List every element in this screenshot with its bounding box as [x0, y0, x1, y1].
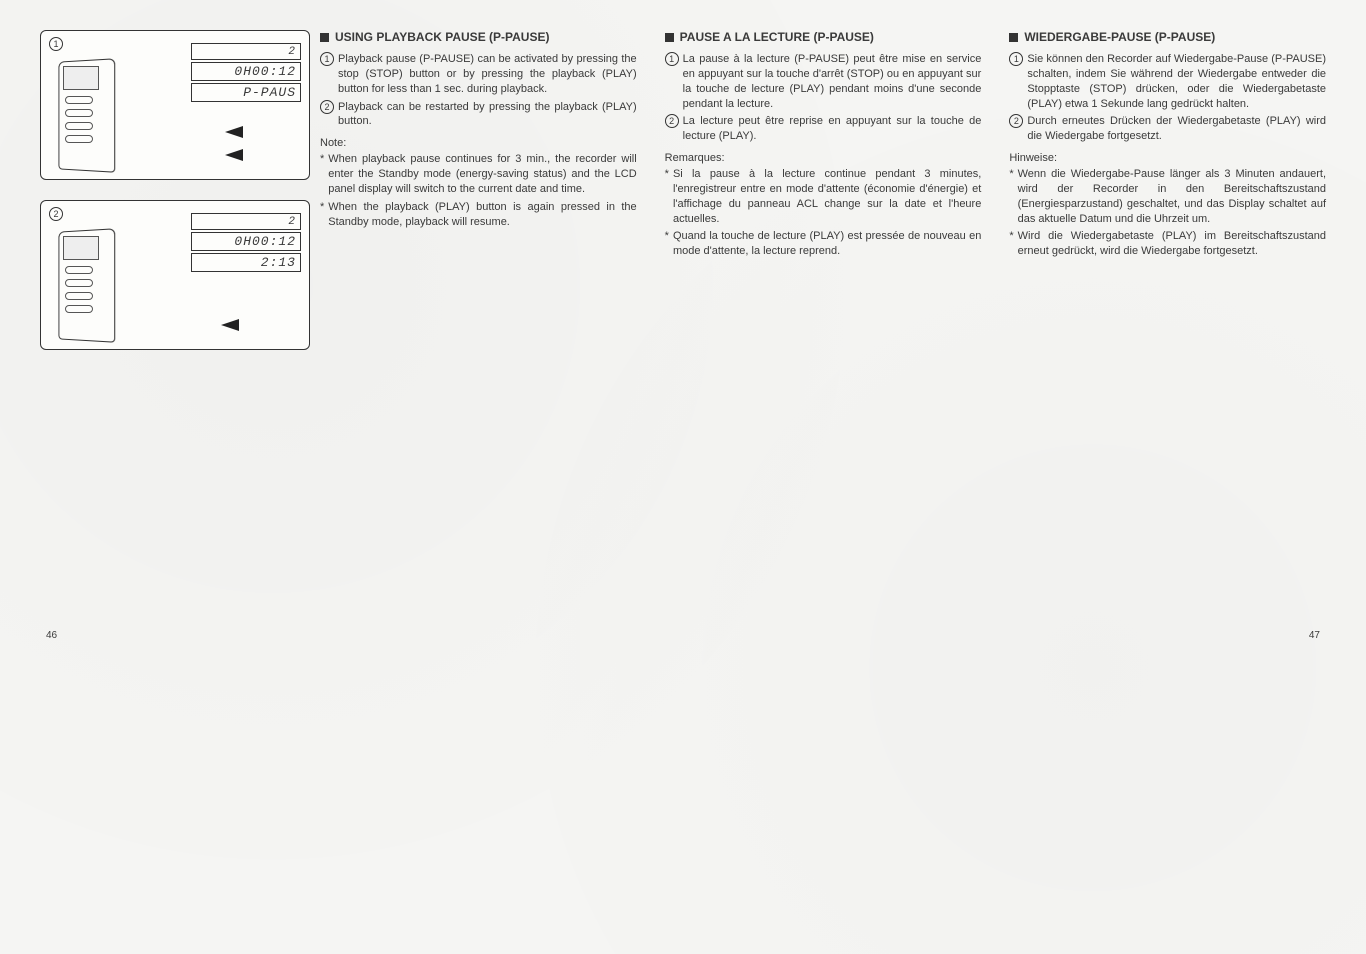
note-text: When playback pause continues for 3 min.… — [328, 152, 636, 197]
section-heading: PAUSE A LA LECTURE (P-PAUSE) — [665, 30, 982, 44]
illustration-number: 1 — [49, 37, 67, 51]
step-list: 1 Playback pause (P-PAUSE) can be activat… — [320, 52, 637, 129]
note-text: Quand la touche de lecture (PLAY) est pr… — [673, 229, 981, 259]
note-item: * Wird die Wiedergabetaste (PLAY) im Bere… — [1009, 229, 1326, 259]
pointer-arrow-icon — [225, 126, 243, 138]
note-marker: * — [1009, 167, 1013, 182]
step-item: 1 Playback pause (P-PAUSE) can be activat… — [320, 52, 637, 97]
step-item: 2 La lecture peut être reprise en appuyan… — [665, 114, 982, 144]
illustration-number: 2 — [49, 207, 67, 221]
column-english: USING PLAYBACK PAUSE (P-PAUSE) 1 Playback… — [320, 30, 637, 370]
notes-list: * When playback pause continues for 3 min… — [320, 152, 637, 229]
lcd-line: P-PAUS — [191, 83, 301, 102]
note-marker: * — [665, 229, 669, 244]
lcd-line: 2 — [191, 43, 301, 60]
lcd-line: 0H00:12 — [191, 62, 301, 81]
illustration-1: 1 2 0H00:12 P-PAUS — [40, 30, 310, 180]
page-number-right: 47 — [1309, 630, 1320, 641]
step-text: Playback can be restarted by pressing th… — [338, 100, 637, 130]
lcd-line: 2:13 — [191, 253, 301, 272]
notes-label: Hinweise: — [1009, 152, 1326, 164]
pointer-arrow-icon — [225, 149, 243, 161]
text-columns: USING PLAYBACK PAUSE (P-PAUSE) 1 Playback… — [320, 30, 1326, 370]
step-item: 1 La pause à la lecture (P-PAUSE) peut êt… — [665, 52, 982, 111]
notes-list: * Si la pause à la lecture continue penda… — [665, 167, 982, 259]
column-german: WIEDERGABE-PAUSE (P-PAUSE) 1 Sie können d… — [1009, 30, 1326, 370]
heading-text: PAUSE A LA LECTURE (P-PAUSE) — [680, 30, 874, 44]
step-text: Playback pause (P-PAUSE) can be activate… — [338, 52, 637, 97]
section-heading: WIEDERGABE-PAUSE (P-PAUSE) — [1009, 30, 1326, 44]
note-marker: * — [320, 200, 324, 215]
note-marker: * — [1009, 229, 1013, 244]
step-text: Durch erneutes Drücken der Wiedergabetas… — [1027, 114, 1326, 144]
illustration-column: 1 2 0H00:12 P-PAUS 2 2 0H0 — [40, 30, 320, 370]
step-list: 1 Sie können den Recorder auf Wiedergabe-… — [1009, 52, 1326, 144]
square-bullet-icon — [320, 33, 329, 42]
note-text: Wenn die Wiedergabe-Pause länger als 3 M… — [1018, 167, 1326, 226]
note-item: * When playback pause continues for 3 min… — [320, 152, 637, 197]
lcd-readout: 2 0H00:12 2:13 — [191, 213, 301, 274]
notes-label: Note: — [320, 137, 637, 149]
lcd-line: 0H00:12 — [191, 232, 301, 251]
step-item: 2 Durch erneutes Drücken der Wiedergabeta… — [1009, 114, 1326, 144]
step-item: 2 Playback can be restarted by pressing t… — [320, 100, 637, 130]
notes-label: Remarques: — [665, 152, 982, 164]
note-item: * When the playback (PLAY) button is agai… — [320, 200, 637, 230]
notes-list: * Wenn die Wiedergabe-Pause länger als 3 … — [1009, 167, 1326, 259]
note-text: When the playback (PLAY) button is again… — [328, 200, 636, 230]
step-item: 1 Sie können den Recorder auf Wiedergabe-… — [1009, 52, 1326, 111]
square-bullet-icon — [665, 33, 674, 42]
page-spread: 1 2 0H00:12 P-PAUS 2 2 0H0 — [40, 30, 1326, 370]
step-marker: 2 — [665, 114, 679, 128]
lcd-readout: 2 0H00:12 P-PAUS — [191, 43, 301, 104]
page-number-left: 46 — [46, 630, 57, 641]
step-marker: 1 — [665, 52, 679, 66]
step-marker: 1 — [1009, 52, 1023, 66]
section-heading: USING PLAYBACK PAUSE (P-PAUSE) — [320, 30, 637, 44]
note-item: * Quand la touche de lecture (PLAY) est p… — [665, 229, 982, 259]
note-marker: * — [320, 152, 324, 167]
note-text: Wird die Wiedergabetaste (PLAY) im Berei… — [1018, 229, 1326, 259]
recorder-device-drawing — [51, 56, 121, 171]
pointer-arrow-icon — [221, 319, 239, 331]
step-list: 1 La pause à la lecture (P-PAUSE) peut êt… — [665, 52, 982, 144]
step-marker: 2 — [320, 100, 334, 114]
heading-text: WIEDERGABE-PAUSE (P-PAUSE) — [1024, 30, 1215, 44]
illustration-2: 2 2 0H00:12 2:13 — [40, 200, 310, 350]
recorder-device-drawing — [51, 226, 121, 341]
note-item: * Si la pause à la lecture continue penda… — [665, 167, 982, 226]
step-text: La pause à la lecture (P-PAUSE) peut êtr… — [683, 52, 982, 111]
step-marker: 1 — [320, 52, 334, 66]
heading-text: USING PLAYBACK PAUSE (P-PAUSE) — [335, 30, 549, 44]
step-text: La lecture peut être reprise en appuyant… — [683, 114, 982, 144]
step-marker: 2 — [1009, 114, 1023, 128]
lcd-line: 2 — [191, 213, 301, 230]
square-bullet-icon — [1009, 33, 1018, 42]
note-text: Si la pause à la lecture continue pendan… — [673, 167, 981, 226]
step-text: Sie können den Recorder auf Wiedergabe-P… — [1027, 52, 1326, 111]
column-french: PAUSE A LA LECTURE (P-PAUSE) 1 La pause à… — [665, 30, 982, 370]
note-marker: * — [665, 167, 669, 182]
note-item: * Wenn die Wiedergabe-Pause länger als 3 … — [1009, 167, 1326, 226]
